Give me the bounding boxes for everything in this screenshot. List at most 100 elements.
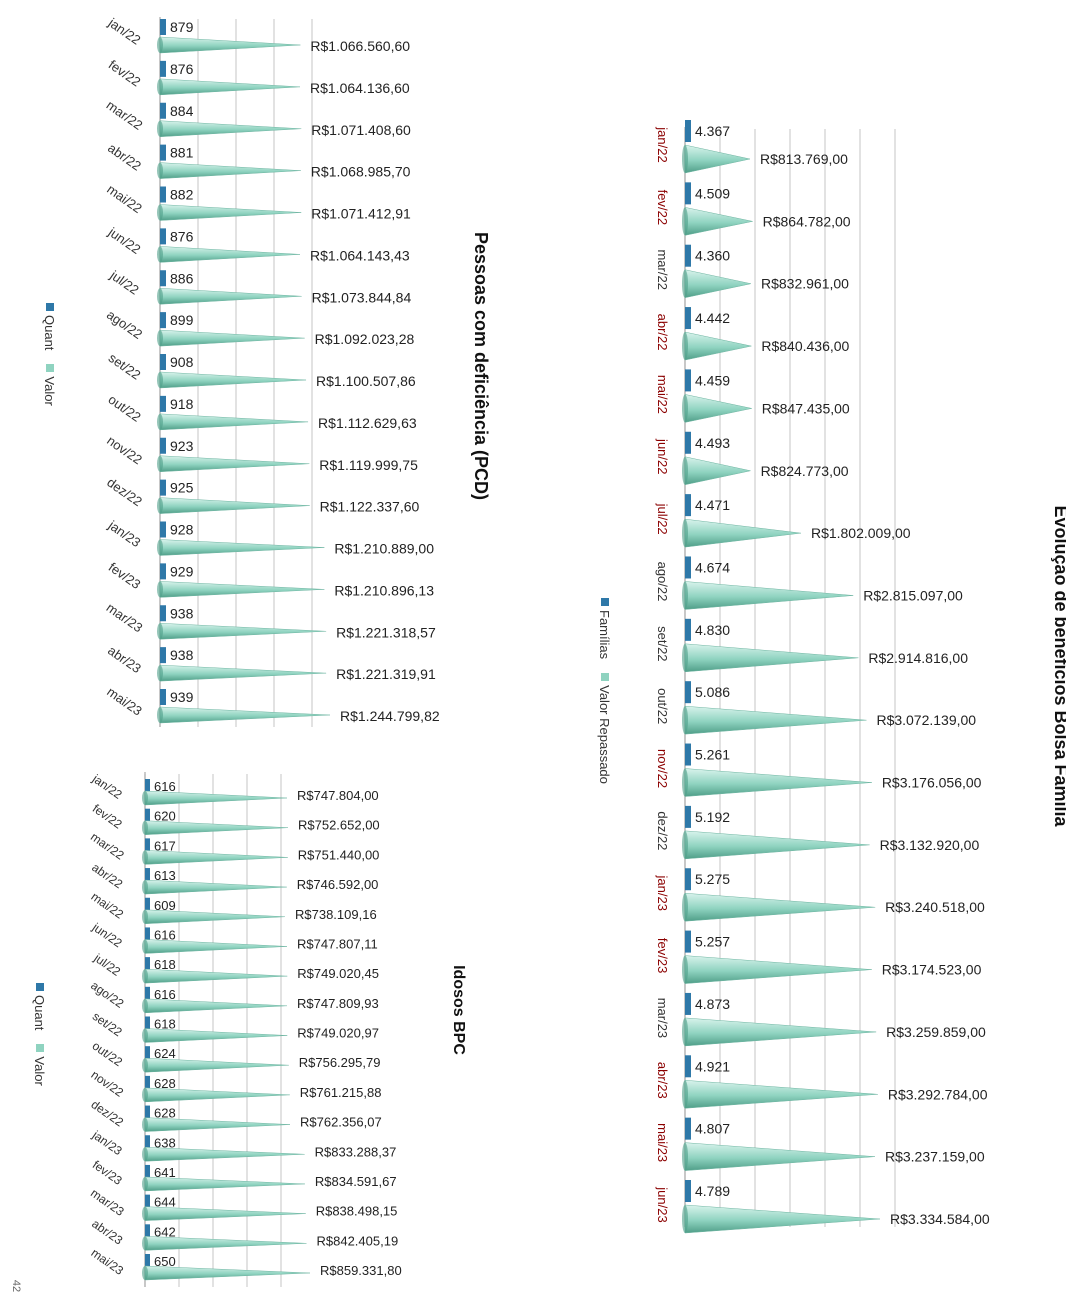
quant-label: 4.674 xyxy=(695,559,730,575)
cone-base xyxy=(682,207,688,236)
cone-base xyxy=(157,581,163,598)
valor-cone xyxy=(684,643,859,673)
valor-label: R$840.436,00 xyxy=(761,338,849,354)
cone-base xyxy=(142,1117,148,1132)
valor-label: R$3.240.518,00 xyxy=(885,899,985,915)
cone-base xyxy=(157,707,163,723)
valor-cone xyxy=(159,455,310,473)
valor-cone xyxy=(144,850,288,865)
bpc-chart-legend: Quant Valor xyxy=(32,983,48,1086)
cone-base xyxy=(682,332,688,361)
quant-bar xyxy=(145,957,150,972)
quant-label: 908 xyxy=(170,354,194,370)
quant-label: 4.471 xyxy=(695,497,730,513)
valor-label: R$842.405,19 xyxy=(317,1233,399,1248)
valor-label: R$838.498,15 xyxy=(316,1204,398,1219)
valor-cone xyxy=(144,1057,289,1073)
quant-bar xyxy=(685,743,691,766)
quant-bar xyxy=(160,479,166,496)
quant-bar xyxy=(685,930,691,953)
tick-label: out/22 xyxy=(655,688,670,724)
valor-label: R$1.244.799,82 xyxy=(340,708,440,724)
quant-bar xyxy=(145,1046,150,1061)
cone-base xyxy=(142,1266,148,1280)
cone-base xyxy=(682,1080,688,1109)
quant-bar xyxy=(685,1117,691,1140)
valor-label: R$752.652,00 xyxy=(298,818,380,833)
tick-label: mai/23 xyxy=(655,1123,670,1162)
quant-bar xyxy=(685,1180,691,1202)
tick-label: mar/23 xyxy=(88,1186,127,1219)
valor-cone xyxy=(159,78,301,96)
valor-label: R$833.288,37 xyxy=(315,1144,397,1159)
valor-cone xyxy=(159,329,305,347)
tick-label: abr/23 xyxy=(105,643,144,676)
cone-base xyxy=(682,456,688,485)
valor-cone xyxy=(684,768,872,797)
quant-label: 5.192 xyxy=(695,809,730,825)
valor-cone xyxy=(684,830,870,860)
cone-base xyxy=(157,204,163,221)
quant-bar xyxy=(145,1075,150,1090)
valor-label: R$749.020,97 xyxy=(297,1026,379,1041)
valor-label: R$1.064.136,60 xyxy=(310,80,410,96)
valor-cone xyxy=(144,939,288,954)
quant-bar xyxy=(145,1254,150,1268)
tick-label: dez/22 xyxy=(104,475,145,510)
quant-label: 617 xyxy=(154,838,176,853)
legend-label-valor-repassado: Valor Repassado xyxy=(597,685,613,784)
cone-base xyxy=(682,706,688,735)
quant-label: 616 xyxy=(154,779,176,794)
valor-cone xyxy=(159,664,327,682)
quant-bar xyxy=(685,992,691,1015)
quant-bar xyxy=(145,1135,150,1150)
quant-bar xyxy=(685,1055,691,1078)
cone-base xyxy=(142,1206,148,1221)
valor-cone xyxy=(144,998,288,1014)
quant-bar xyxy=(145,1164,150,1179)
tick-label: mai/22 xyxy=(104,181,145,216)
valor-label: R$1.210.889,00 xyxy=(334,541,434,557)
tick-label: fev/23 xyxy=(106,559,144,592)
valor-cone xyxy=(144,820,289,835)
cone-base xyxy=(157,162,163,179)
cone-base xyxy=(682,269,688,298)
tick-label: nov/22 xyxy=(104,433,145,468)
quant-bar xyxy=(145,1016,150,1031)
valor-cone xyxy=(144,1265,311,1281)
quant-label: 4.367 xyxy=(695,123,730,139)
valor-cone xyxy=(144,909,286,925)
cone-base xyxy=(157,288,163,305)
quant-label: 925 xyxy=(170,480,194,496)
valor-cone xyxy=(159,622,327,640)
quant-bar xyxy=(160,144,166,161)
quant-label: 879 xyxy=(170,19,194,35)
valor-label: R$762.356,07 xyxy=(300,1115,382,1130)
valor-cone xyxy=(684,456,751,486)
legend-label-quant: Quant xyxy=(42,315,58,351)
tick-label: nov/22 xyxy=(655,749,670,788)
valor-label: R$1.802.009,00 xyxy=(811,525,911,541)
legend-label-quant: Quant xyxy=(32,995,48,1031)
tick-label: set/22 xyxy=(655,626,670,661)
tick-label: abr/22 xyxy=(89,860,125,891)
cone-base xyxy=(157,539,163,556)
quant-label: 939 xyxy=(170,689,194,705)
quant-label: 4.830 xyxy=(695,622,730,638)
tick-label: jun/22 xyxy=(89,919,125,950)
cone-base xyxy=(682,1205,688,1233)
cone-base xyxy=(142,1087,148,1102)
cone-base xyxy=(682,1142,688,1171)
valor-label: R$1.071.412,91 xyxy=(311,206,411,222)
valor-label: R$746.592,00 xyxy=(297,877,379,892)
tick-label: fev/22 xyxy=(90,801,125,831)
tick-label: dez/22 xyxy=(89,1097,127,1129)
bpc-chart-title: Idosos BPC xyxy=(450,965,467,1055)
quant-label: 929 xyxy=(170,563,194,579)
valor-label: R$1.119.999,75 xyxy=(319,457,418,473)
quant-label: 4.789 xyxy=(695,1183,730,1199)
valor-cone xyxy=(684,269,752,299)
valor-cone xyxy=(684,331,752,361)
valor-label: R$3.334.584,00 xyxy=(890,1211,990,1227)
valor-label: R$749.020,45 xyxy=(297,966,379,981)
